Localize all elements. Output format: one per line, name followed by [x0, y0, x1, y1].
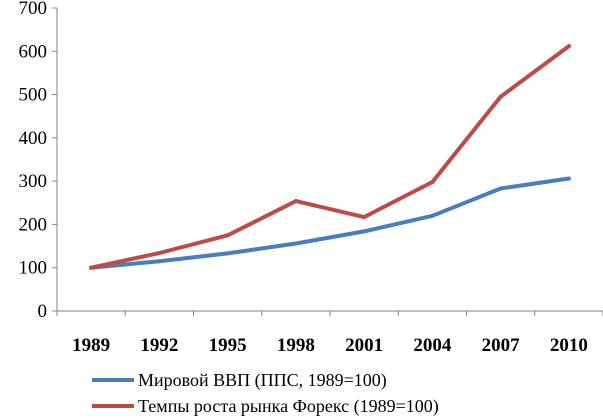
y-tick-label: 200 — [19, 214, 48, 235]
data-point — [430, 180, 435, 185]
x-tick-label: 2004 — [413, 335, 452, 356]
legend-label-gdp: Мировой ВВП (ППС, 1989=100) — [138, 370, 387, 391]
y-tick-label: 100 — [19, 258, 48, 279]
legend: Мировой ВВП (ППС, 1989=100) Темпы роста … — [92, 370, 439, 417]
x-tick-label: 2007 — [482, 335, 521, 356]
data-point — [566, 176, 571, 181]
y-tick-label: 700 — [19, 0, 48, 19]
x-tick-label: 2010 — [550, 335, 588, 356]
data-point — [225, 251, 230, 256]
data-point — [157, 259, 162, 264]
y-tick-label: 500 — [19, 85, 48, 106]
x-tick-label: 2001 — [345, 335, 383, 356]
data-point — [157, 250, 162, 255]
legend-item-forex: Темпы роста рынка Форекс (1989=100) — [92, 396, 439, 417]
data-point — [362, 215, 367, 220]
y-tick-label: 400 — [19, 128, 48, 149]
data-point — [293, 241, 298, 246]
series-line-forex — [89, 44, 571, 270]
y-tick-label: 300 — [19, 171, 48, 192]
data-point — [498, 186, 503, 191]
y-axis-ticks: 0 100 200 300 400 500 600 700 — [19, 0, 57, 322]
data-point — [225, 233, 230, 238]
series-lines — [89, 44, 571, 270]
y-tick-label: 0 — [38, 301, 48, 322]
y-tick-label: 600 — [19, 41, 48, 62]
x-axis-ticks: 1989 1992 1995 1998 2001 2004 2007 2010 — [56, 311, 603, 356]
x-tick-label: 1998 — [277, 335, 315, 356]
data-point — [566, 44, 571, 49]
series-line-gdp — [89, 176, 571, 270]
data-point — [362, 229, 367, 234]
data-point — [293, 199, 298, 204]
x-tick-label: 1992 — [140, 335, 178, 356]
x-tick-label: 1995 — [209, 335, 247, 356]
data-point — [498, 94, 503, 99]
data-point — [89, 265, 94, 270]
legend-item-gdp: Мировой ВВП (ППС, 1989=100) — [92, 370, 387, 391]
data-point — [430, 213, 435, 218]
x-tick-label: 1989 — [72, 335, 110, 356]
legend-label-forex: Темпы роста рынка Форекс (1989=100) — [138, 396, 439, 417]
